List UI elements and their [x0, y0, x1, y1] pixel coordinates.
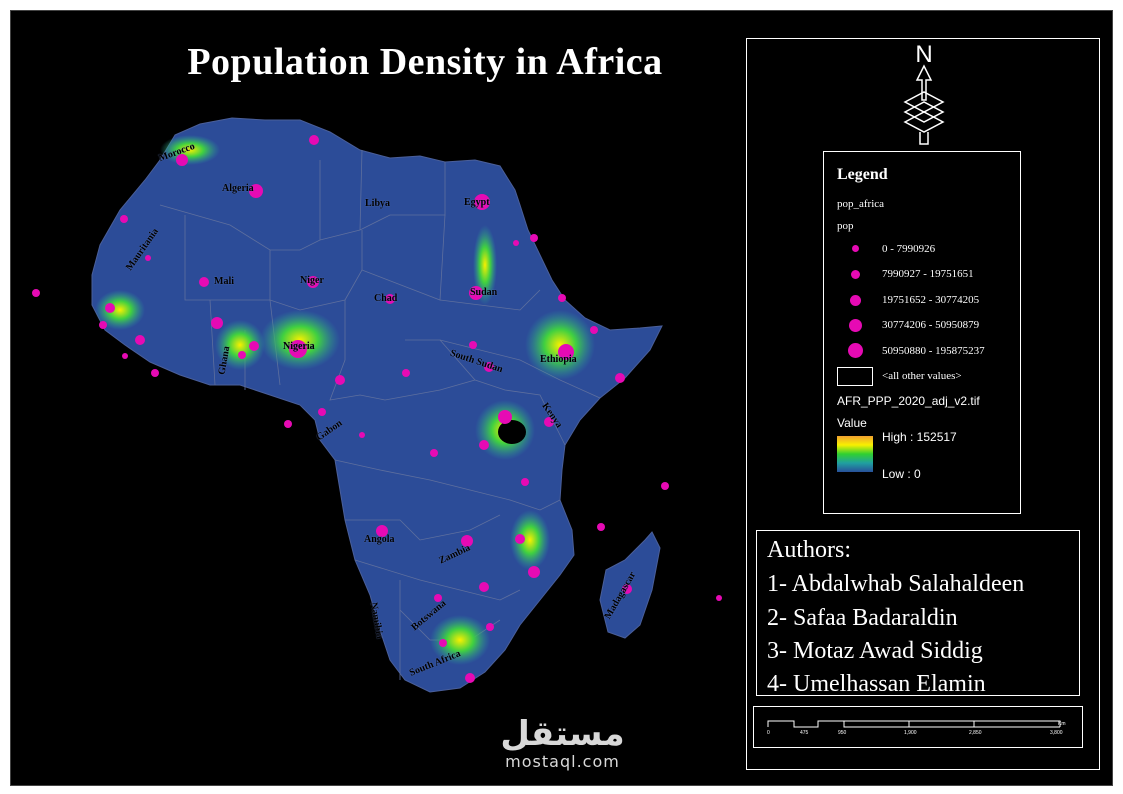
legend-field-name: pop: [837, 220, 854, 232]
scale-tick-0: 0: [767, 730, 770, 736]
legend-panel: [746, 38, 1100, 770]
scale-tick-1: 475: [800, 730, 809, 736]
watermark: مستقل mostaql.com: [490, 716, 635, 780]
north-letter: N: [915, 41, 932, 68]
country-label-mali: Mali: [214, 276, 234, 287]
watermark-latin: mostaql.com: [505, 752, 620, 771]
watermark-arabic: مستقل: [500, 714, 625, 754]
author-3: 3- Motaz Awad Siddig: [767, 638, 983, 664]
country-label-algeria: Algeria: [222, 183, 254, 194]
country-label-ethiopia: Ethiopia: [540, 354, 577, 365]
legend-class-1: 0 - 7990926: [882, 243, 936, 255]
population-dots: [32, 135, 722, 683]
legend-class-3: 19751652 - 30774205: [882, 294, 980, 306]
scale-bar: 0 475 950 1,900 2,850 3,800 Km: [753, 706, 1083, 748]
country-label-niger: Niger: [300, 275, 324, 286]
author-1: 1- Abdalwhab Salahaldeen: [767, 571, 1025, 597]
legend-class-5: 50950880 - 195875237: [882, 345, 985, 357]
legend-raster-name: AFR_PPP_2020_adj_v2.tif: [837, 394, 980, 408]
scale-tick-4: 2,850: [969, 730, 982, 736]
country-label-angola: Angola: [364, 534, 395, 545]
legend-layer-name: pop_africa: [837, 198, 885, 210]
legend-null-label: <all other values>: [882, 370, 962, 382]
authors-heading: Authors:: [767, 537, 851, 563]
legend-high-label: High : 152517: [882, 430, 957, 444]
legend-class-2: 7990927 - 19751651: [882, 268, 974, 280]
legend-dot-3: [850, 295, 861, 306]
legend-dot-5: [848, 343, 863, 358]
author-4: 4- Umelhassan Elamin: [767, 671, 986, 697]
legend-class-4: 30774206 - 50950879: [882, 319, 980, 331]
legend-dot-4: [849, 319, 862, 332]
legend-box: Legend pop_africa pop 0 - 7990926 799092…: [823, 151, 1021, 514]
legend-color-ramp: [837, 436, 873, 472]
legend-value-label: Value: [837, 416, 867, 430]
country-label-egypt: Egypt: [464, 197, 490, 208]
author-2: 2- Safaa Badaraldin: [767, 605, 958, 631]
legend-dot-2: [851, 270, 860, 279]
legend-heading: Legend: [837, 166, 888, 183]
country-label-chad: Chad: [374, 293, 398, 304]
scale-tick-3: 1,900: [904, 730, 917, 736]
scale-tick-5: 3,800: [1050, 730, 1063, 736]
country-label-sudan: Sudan: [470, 287, 498, 298]
legend-low-label: Low : 0: [882, 467, 921, 481]
map-title: Population Density in Africa: [187, 41, 663, 83]
scale-bar-graphic: [767, 720, 1061, 728]
country-label-libya: Libya: [365, 198, 391, 209]
legend-dot-1: [852, 245, 859, 252]
scale-tick-2: 950: [838, 730, 847, 736]
north-arrow-icon: N: [903, 41, 945, 145]
scale-unit: Km: [1058, 721, 1066, 727]
country-label-nigeria: Nigeria: [283, 341, 315, 352]
authors-box: Authors: 1- Abdalwhab Salahaldeen 2- Saf…: [756, 530, 1080, 697]
legend-null-swatch: [837, 367, 873, 386]
lake-victoria: [498, 420, 526, 444]
